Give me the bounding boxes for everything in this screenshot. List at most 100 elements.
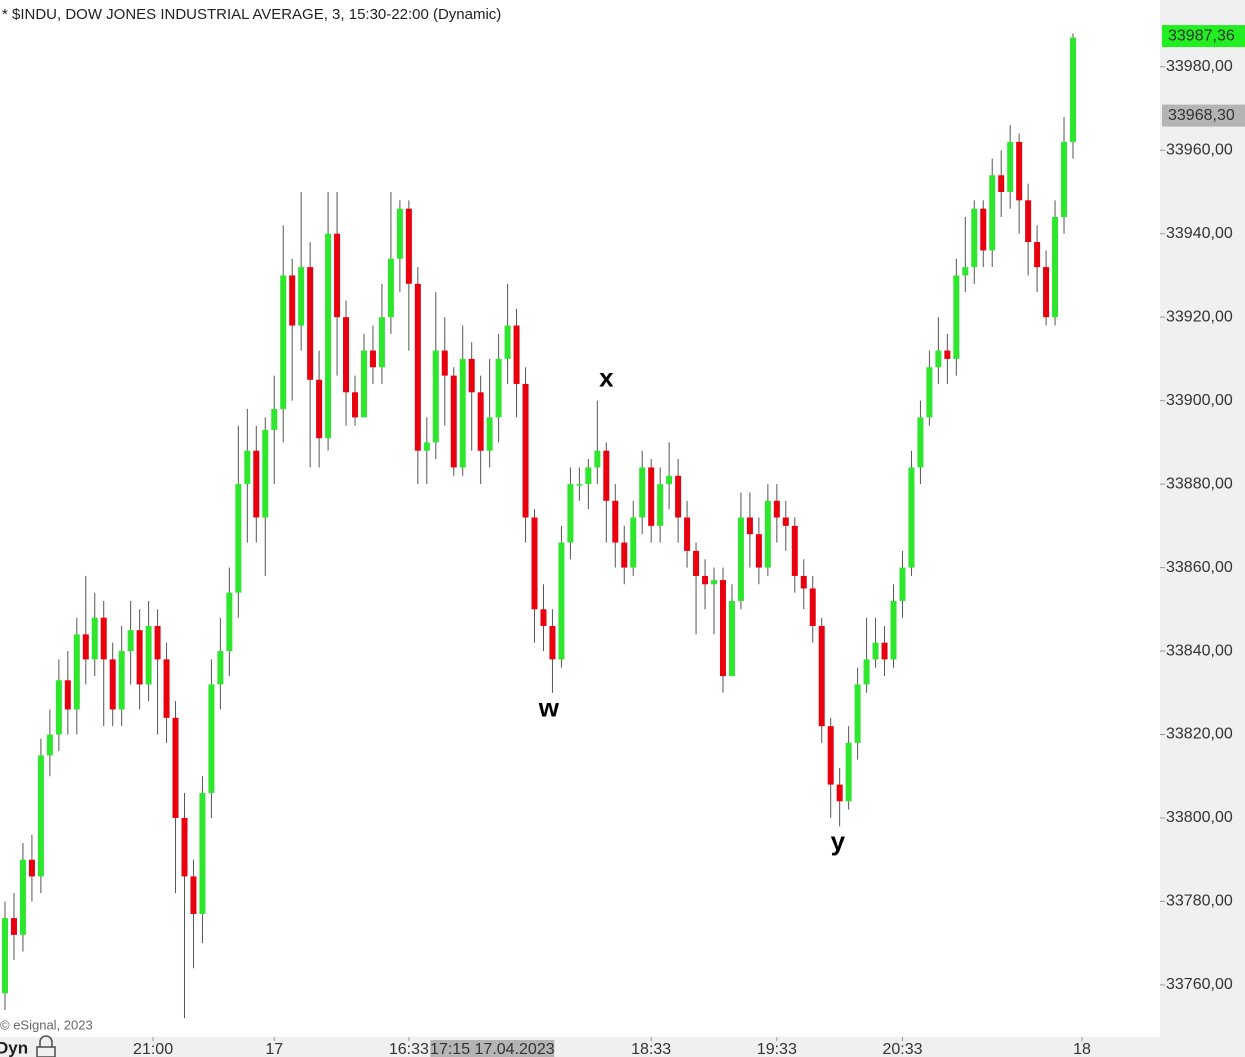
- candle-body: [343, 317, 350, 393]
- candle-body: [450, 375, 457, 468]
- candle-body: [10, 918, 17, 935]
- wave-label: x: [599, 363, 614, 393]
- candle-body: [118, 651, 125, 710]
- candle-body: [352, 392, 359, 418]
- candle-body: [881, 642, 888, 660]
- candle-body: [549, 626, 556, 660]
- candle-body: [711, 580, 718, 585]
- candle-body: [244, 450, 251, 485]
- candle-body: [217, 651, 224, 685]
- candle-body: [109, 659, 116, 710]
- candle-body: [737, 517, 744, 601]
- candle-body: [387, 258, 394, 318]
- candle-body: [926, 367, 933, 418]
- candle-body: [728, 600, 735, 677]
- candle-body: [378, 317, 385, 368]
- candle-body: [82, 634, 89, 660]
- candle-body: [396, 208, 403, 259]
- candle-body: [818, 626, 825, 727]
- candle-body: [827, 726, 834, 785]
- candle-body: [1016, 141, 1023, 201]
- y-tick-label: 33840,00: [1166, 642, 1233, 659]
- candle-body: [800, 575, 807, 589]
- candle-body: [253, 450, 260, 518]
- candle-body: [872, 642, 879, 660]
- candle-body: [944, 350, 951, 359]
- candle-body: [648, 467, 655, 526]
- candle-body: [1061, 141, 1068, 218]
- credit: © eSignal, 2023: [0, 1017, 93, 1032]
- candle-body: [854, 684, 861, 743]
- price-marker-label: 33987,36: [1168, 27, 1235, 44]
- price-marker-box: [1162, 104, 1245, 127]
- candle-body: [1043, 267, 1050, 318]
- candle-body: [863, 659, 870, 685]
- candle-body: [127, 630, 134, 652]
- candle-body: [764, 500, 771, 568]
- y-tick-label: 33820,00: [1166, 726, 1233, 743]
- candle-body: [441, 350, 448, 376]
- candle-body: [773, 500, 780, 518]
- candle-body: [181, 817, 188, 877]
- candle-body: [136, 630, 143, 685]
- candle-body: [513, 325, 520, 384]
- candle-body: [55, 680, 62, 735]
- candle-body: [73, 634, 80, 710]
- candle-body: [980, 208, 987, 251]
- candle-body: [262, 429, 269, 518]
- candle-body: [91, 617, 98, 660]
- candle-body: [486, 417, 493, 451]
- candle-body: [163, 659, 170, 718]
- candle-body: [414, 283, 421, 451]
- x-tick-label: 16:33: [389, 1041, 429, 1057]
- candle-body: [477, 392, 484, 451]
- candle-body: [585, 467, 592, 485]
- price-marker-label: 33968,30: [1168, 107, 1235, 124]
- y-tick-label: 33900,00: [1166, 392, 1233, 409]
- candle-body: [612, 500, 619, 543]
- candle-body: [791, 525, 798, 576]
- candle-body: [558, 542, 565, 660]
- y-tick-label: 33920,00: [1166, 308, 1233, 325]
- candle-body: [989, 175, 996, 251]
- candle-body: [271, 408, 278, 430]
- x-tick-label: 18:33: [631, 1041, 671, 1057]
- cursor-label-box: [430, 1040, 555, 1057]
- candle-body: [890, 600, 897, 660]
- candle-body: [280, 275, 287, 409]
- candle-body: [836, 784, 843, 802]
- y-tick-label: 33940,00: [1166, 225, 1233, 242]
- candle-body: [657, 484, 664, 526]
- candle-body: [2, 918, 8, 994]
- candle-body: [630, 517, 637, 568]
- y-tick-label: 33780,00: [1166, 893, 1233, 910]
- candle-body: [154, 626, 161, 660]
- x-tick-label: 19:33: [757, 1041, 797, 1057]
- candle-body: [423, 442, 430, 451]
- y-tick-label: 33860,00: [1166, 559, 1233, 576]
- candle-body: [621, 542, 628, 568]
- cursor-label: 17:15 17.04.2023: [430, 1041, 555, 1057]
- candle-body: [28, 859, 35, 877]
- y-tick-label: 33880,00: [1166, 475, 1233, 492]
- candle-body: [495, 358, 502, 418]
- candle-body: [334, 233, 341, 318]
- candle-body: [208, 684, 215, 793]
- y-tick-label: 33960,00: [1166, 141, 1233, 158]
- lock-icon: [36, 1035, 56, 1057]
- candle-body: [782, 517, 789, 526]
- y-tick-label: 33760,00: [1166, 976, 1233, 993]
- candle-body: [19, 859, 26, 935]
- time-axis-panel: [0, 1037, 1245, 1057]
- candle-body: [316, 379, 323, 439]
- candle-body: [845, 742, 852, 802]
- candle-body: [64, 680, 71, 710]
- candle-body: [666, 475, 673, 485]
- candle-body: [432, 350, 439, 443]
- candle-body: [325, 233, 332, 439]
- candle-body: [459, 358, 466, 468]
- candle-body: [899, 567, 906, 601]
- candle-body: [1034, 242, 1041, 268]
- candle-body: [468, 358, 475, 393]
- candle-body: [675, 475, 682, 518]
